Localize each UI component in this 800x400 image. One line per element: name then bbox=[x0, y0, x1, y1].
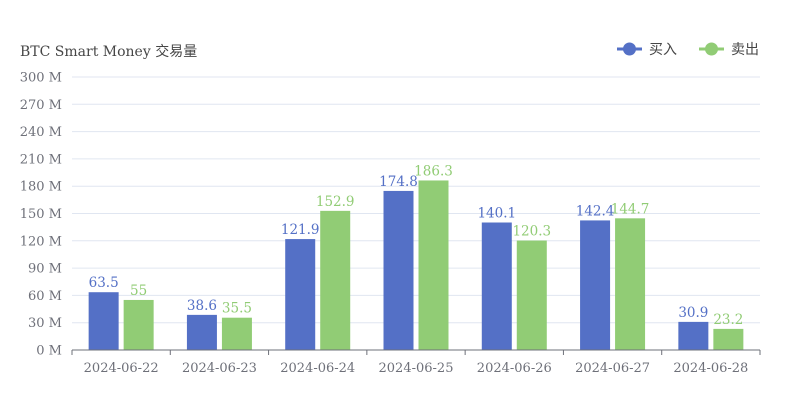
bar-value-label: 142.4 bbox=[576, 203, 615, 219]
y-tick-label: 150 M bbox=[20, 207, 62, 222]
y-tick-label: 90 M bbox=[28, 262, 62, 277]
bar-value-label: 152.9 bbox=[316, 194, 355, 210]
legend-dot-icon bbox=[705, 42, 718, 56]
bar-value-label: 55 bbox=[130, 283, 147, 299]
legend-label: 买入 bbox=[649, 42, 677, 58]
y-tick-label: 240 M bbox=[20, 125, 62, 140]
y-axis: 0 M 30 M 60 M 90 M 120 M 150 M 180 M 210 M 240 M… bbox=[20, 71, 62, 359]
bar-buy[interactable] bbox=[678, 321, 709, 350]
y-tick-label: 0 M bbox=[36, 344, 62, 359]
bar-sell[interactable] bbox=[615, 218, 646, 350]
bar-buy[interactable] bbox=[186, 314, 217, 350]
x-tick-label: 2024-06-28 bbox=[673, 361, 748, 376]
bar-value-label: 186.3 bbox=[414, 163, 453, 179]
x-tick-label: 2024-06-25 bbox=[379, 361, 454, 376]
bar-sell[interactable] bbox=[123, 299, 154, 350]
bar-value-label: 30.9 bbox=[678, 305, 708, 321]
bar-buy[interactable] bbox=[481, 222, 512, 350]
bar-sell[interactable] bbox=[516, 240, 547, 350]
bar-buy[interactable] bbox=[88, 292, 119, 350]
y-tick-label: 60 M bbox=[28, 289, 62, 304]
x-axis: 2024-06-22 2024-06-23 2024-06-24 2024-06-25… bbox=[71, 349, 761, 376]
y-tick-label: 180 M bbox=[20, 180, 62, 195]
bar-value-label: 23.2 bbox=[713, 312, 743, 328]
grid-lines bbox=[72, 76, 760, 324]
chart-title: BTC Smart Money 交易量 bbox=[20, 43, 197, 60]
bar-value-label: 63.5 bbox=[89, 275, 119, 291]
y-tick-label: 120 M bbox=[20, 234, 62, 249]
bar-value-label: 38.6 bbox=[187, 298, 217, 314]
x-tick-label: 2024-06-24 bbox=[280, 361, 355, 376]
legend-dot-icon bbox=[623, 42, 636, 56]
bar-buy[interactable] bbox=[580, 220, 611, 350]
bars bbox=[88, 180, 744, 350]
y-tick-label: 270 M bbox=[20, 98, 62, 113]
bar-value-label: 35.5 bbox=[222, 301, 252, 317]
bar-sell[interactable] bbox=[713, 328, 744, 350]
legend-item-sell[interactable]: 卖出 bbox=[699, 42, 759, 58]
legend[interactable]: 买入 卖出 bbox=[617, 42, 759, 58]
legend-label: 卖出 bbox=[731, 42, 759, 58]
bar-value-label: 140.1 bbox=[477, 206, 516, 222]
bar-value-label: 120.3 bbox=[512, 224, 551, 240]
bar-value-label: 174.8 bbox=[379, 174, 418, 190]
x-tick-label: 2024-06-23 bbox=[182, 361, 257, 376]
y-tick-label: 210 M bbox=[20, 152, 62, 167]
bar-sell[interactable] bbox=[221, 317, 252, 350]
y-tick-label: 300 M bbox=[20, 71, 62, 86]
bar-value-label: 121.9 bbox=[281, 222, 320, 238]
bar-value-label: 144.7 bbox=[611, 201, 650, 217]
value-labels: 63.5 38.6 121.9 174.8 140.1 142.4 30.9 55 35.5 15… bbox=[89, 163, 744, 327]
bar-buy[interactable] bbox=[285, 239, 316, 350]
x-tick-label: 2024-06-27 bbox=[575, 361, 650, 376]
y-tick-label: 30 M bbox=[28, 316, 62, 331]
legend-item-buy[interactable]: 买入 bbox=[617, 42, 677, 58]
x-tick-label: 2024-06-22 bbox=[84, 361, 159, 376]
x-tick-label: 2024-06-26 bbox=[477, 361, 552, 376]
bar-sell[interactable] bbox=[320, 210, 351, 350]
bar-buy[interactable] bbox=[383, 190, 414, 350]
bar-sell[interactable] bbox=[418, 180, 449, 350]
